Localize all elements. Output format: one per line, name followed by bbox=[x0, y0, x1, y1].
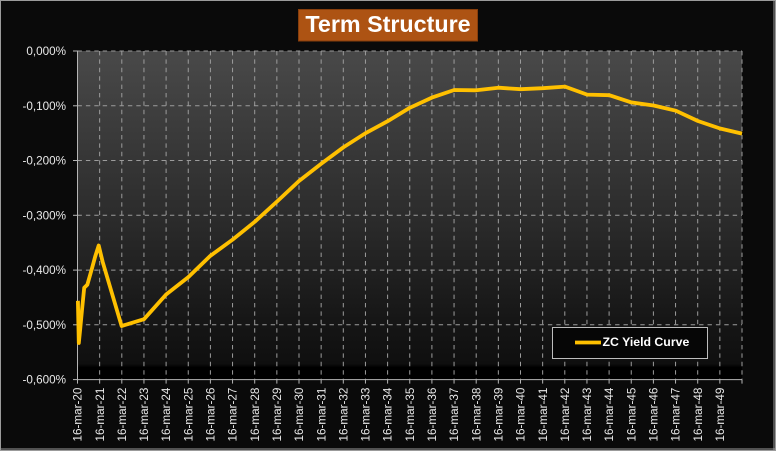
svg-text:16-mar-47: 16-mar-47 bbox=[670, 388, 683, 442]
svg-text:-0,600%: -0,600% bbox=[22, 374, 66, 387]
svg-text:16-mar-21: 16-mar-21 bbox=[94, 388, 107, 442]
svg-text:16-mar-24: 16-mar-24 bbox=[160, 387, 173, 441]
svg-text:16-mar-25: 16-mar-25 bbox=[182, 387, 195, 441]
svg-text:16-mar-28: 16-mar-28 bbox=[249, 388, 262, 442]
svg-text:16-mar-41: 16-mar-41 bbox=[537, 388, 550, 442]
svg-text:16-mar-31: 16-mar-31 bbox=[315, 388, 328, 442]
svg-text:Term Structure: Term Structure bbox=[305, 11, 470, 37]
svg-text:16-mar-33: 16-mar-33 bbox=[360, 388, 373, 442]
svg-text:-0,300%: -0,300% bbox=[22, 209, 66, 222]
svg-text:16-mar-48: 16-mar-48 bbox=[692, 388, 705, 442]
svg-text:16-mar-35: 16-mar-35 bbox=[404, 387, 417, 441]
svg-text:16-mar-30: 16-mar-30 bbox=[293, 387, 306, 441]
svg-text:16-mar-26: 16-mar-26 bbox=[205, 388, 218, 442]
svg-text:-0,500%: -0,500% bbox=[22, 319, 66, 332]
svg-text:0,000%: 0,000% bbox=[26, 45, 66, 58]
svg-text:16-mar-43: 16-mar-43 bbox=[581, 388, 594, 442]
svg-text:16-mar-42: 16-mar-42 bbox=[559, 388, 572, 442]
svg-text:16-mar-32: 16-mar-32 bbox=[337, 388, 350, 442]
svg-text:16-mar-27: 16-mar-27 bbox=[227, 388, 240, 442]
svg-text:16-mar-39: 16-mar-39 bbox=[492, 388, 505, 442]
svg-text:16-mar-23: 16-mar-23 bbox=[138, 388, 151, 442]
svg-text:16-mar-20: 16-mar-20 bbox=[72, 387, 85, 441]
svg-text:16-mar-29: 16-mar-29 bbox=[271, 388, 284, 442]
svg-text:16-mar-34: 16-mar-34 bbox=[382, 387, 395, 441]
svg-text:16-mar-38: 16-mar-38 bbox=[470, 388, 483, 442]
svg-text:16-mar-46: 16-mar-46 bbox=[648, 388, 661, 442]
svg-text:16-mar-22: 16-mar-22 bbox=[116, 388, 129, 442]
svg-text:16-mar-44: 16-mar-44 bbox=[603, 387, 616, 441]
svg-text:ZC Yield Curve: ZC Yield Curve bbox=[603, 335, 690, 349]
svg-text:16-mar-37: 16-mar-37 bbox=[448, 388, 461, 442]
svg-text:16-mar-40: 16-mar-40 bbox=[515, 387, 528, 441]
svg-text:-0,200%: -0,200% bbox=[22, 155, 66, 168]
svg-text:16-mar-49: 16-mar-49 bbox=[714, 388, 727, 442]
svg-text:-0,400%: -0,400% bbox=[22, 264, 66, 277]
svg-text:16-mar-45: 16-mar-45 bbox=[625, 387, 638, 441]
svg-text:-0,100%: -0,100% bbox=[22, 100, 66, 113]
svg-text:16-mar-36: 16-mar-36 bbox=[426, 388, 439, 442]
